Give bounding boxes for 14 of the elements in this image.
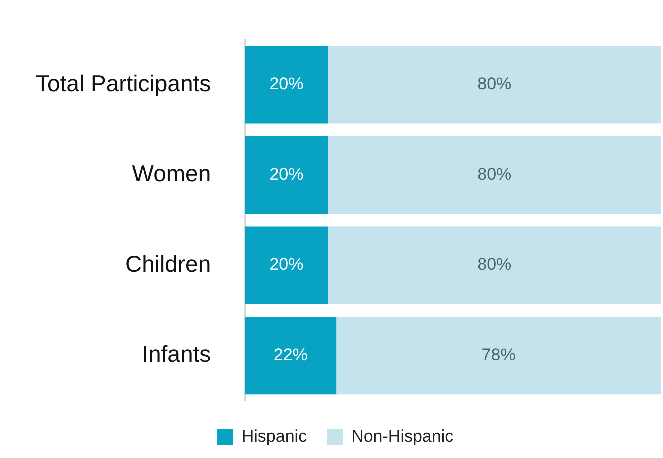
data-label: 20% bbox=[270, 74, 304, 94]
y-tick-label: Total Participants bbox=[36, 70, 212, 96]
legend-label: Hispanic bbox=[242, 427, 308, 446]
y-tick-label: Women bbox=[132, 160, 212, 187]
data-label: 20% bbox=[270, 255, 304, 274]
y-tick-label: Children bbox=[125, 250, 212, 277]
data-label: 22% bbox=[274, 346, 308, 365]
y-tick-label: Infants bbox=[142, 341, 212, 368]
data-label: 80% bbox=[478, 74, 512, 94]
legend-label: Non-Hispanic bbox=[352, 427, 454, 446]
data-label: 80% bbox=[478, 255, 512, 274]
data-label: 20% bbox=[270, 164, 304, 184]
data-label: 80% bbox=[478, 164, 512, 184]
data-label: 78% bbox=[482, 346, 516, 365]
